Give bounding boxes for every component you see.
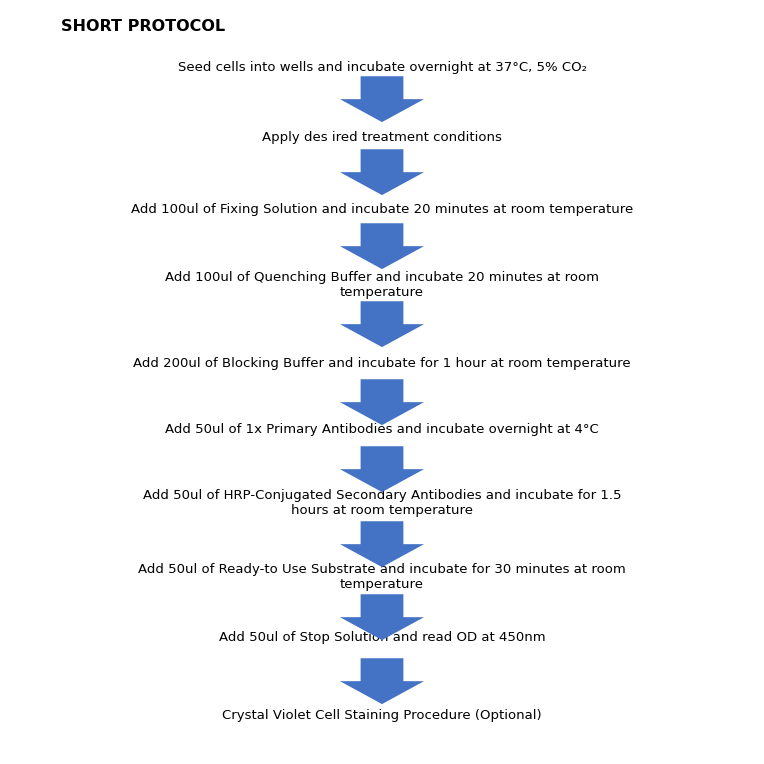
Polygon shape	[340, 149, 424, 195]
Text: Add 50ul of 1x Primary Antibodies and incubate overnight at 4°C: Add 50ul of 1x Primary Antibodies and in…	[165, 423, 599, 436]
Polygon shape	[340, 76, 424, 122]
Text: Add 100ul of Fixing Solution and incubate 20 minutes at room temperature: Add 100ul of Fixing Solution and incubat…	[131, 203, 633, 216]
Text: Add 200ul of Blocking Buffer and incubate for 1 hour at room temperature: Add 200ul of Blocking Buffer and incubat…	[133, 357, 631, 370]
Polygon shape	[340, 521, 424, 567]
Polygon shape	[340, 301, 424, 347]
Text: Add 50ul of HRP-Conjugated Secondary Antibodies and incubate for 1.5
hours at ro: Add 50ul of HRP-Conjugated Secondary Ant…	[143, 489, 621, 517]
Text: Add 100ul of Quenching Buffer and incubate 20 minutes at room
temperature: Add 100ul of Quenching Buffer and incuba…	[165, 271, 599, 299]
Text: Crystal Violet Cell Staining Procedure (Optional): Crystal Violet Cell Staining Procedure (…	[222, 708, 542, 721]
Polygon shape	[340, 379, 424, 425]
Text: Add 50ul of Ready-to Use Substrate and incubate for 30 minutes at room
temperatu: Add 50ul of Ready-to Use Substrate and i…	[138, 563, 626, 591]
Text: Seed cells into wells and incubate overnight at 37°C, 5% CO₂: Seed cells into wells and incubate overn…	[177, 61, 587, 75]
Text: SHORT PROTOCOL: SHORT PROTOCOL	[61, 19, 225, 34]
Polygon shape	[340, 594, 424, 640]
Polygon shape	[340, 223, 424, 269]
Text: Add 50ul of Stop Solution and read OD at 450nm: Add 50ul of Stop Solution and read OD at…	[219, 632, 545, 645]
Polygon shape	[340, 446, 424, 492]
Text: Apply des ired treatment conditions: Apply des ired treatment conditions	[262, 131, 502, 144]
Polygon shape	[340, 659, 424, 704]
